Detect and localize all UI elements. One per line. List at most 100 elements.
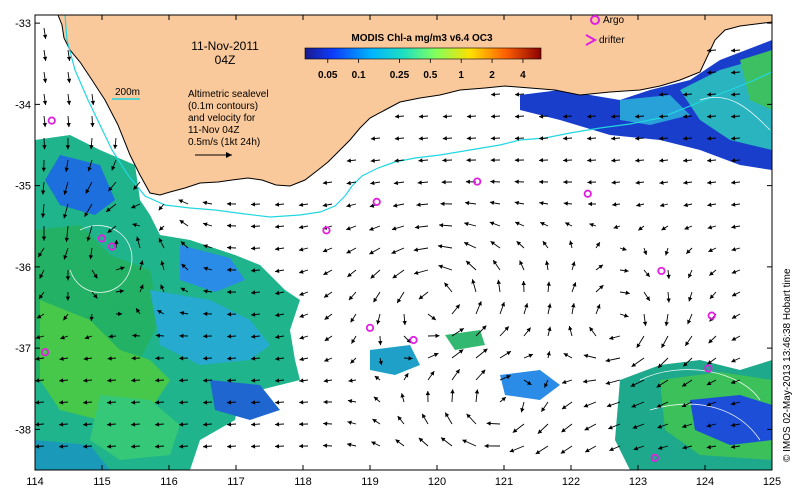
velocity-arrow-head: [493, 260, 498, 265]
date-label: 11-Nov-2011: [191, 39, 259, 53]
velocity-arrow-head: [251, 334, 256, 339]
velocity-arrow-head: [298, 202, 304, 207]
altimetry-line-5: 0.5m/s (1kt 24h): [188, 137, 260, 148]
velocity-arrow-head: [563, 201, 568, 206]
velocity-arrow-head: [450, 389, 455, 394]
velocity-arrow-head: [521, 281, 526, 286]
velocity-arrow-head: [666, 298, 671, 303]
colorbar-title: MODIS Chl-a mg/m3 v6.4 OC3: [351, 33, 493, 44]
scale-arrow-icon: [195, 152, 232, 158]
velocity-arrow-head: [418, 114, 424, 119]
velocity-arrow-head: [59, 422, 64, 427]
velocity-arrow-head: [528, 353, 533, 358]
velocity-arrow-head: [611, 180, 616, 185]
velocity-arrow-head: [439, 223, 444, 228]
velocity-arrow-head: [35, 422, 40, 427]
velocity-arrow-head: [482, 348, 488, 353]
velocity-arrow-head: [131, 422, 136, 427]
velocity-arrow-head: [64, 237, 70, 242]
velocity-arrow-head: [512, 428, 518, 433]
velocity-arrow-head: [227, 400, 232, 405]
velocity-arrow-head: [131, 204, 136, 209]
velocity-arrow-head: [568, 325, 573, 331]
velocity-arrow-head: [514, 136, 520, 141]
colorbar-tick-label: 0.05: [318, 70, 338, 81]
velocity-arrow-head: [442, 136, 447, 141]
velocity-arrow-head: [664, 321, 669, 327]
velocity-arrow-head: [730, 401, 736, 406]
colorbar-tick-label: 1: [458, 70, 464, 81]
velocity-arrow-head: [731, 358, 736, 363]
velocity-arrow-head: [378, 360, 383, 366]
velocity-arrow-head: [157, 310, 162, 315]
velocity-arrow-head: [274, 246, 280, 251]
velocity-arrow-head: [155, 444, 160, 449]
velocity-arrow-head: [683, 202, 688, 208]
velocity-arrow-head: [666, 274, 671, 279]
velocity-arrow-head: [376, 320, 381, 325]
velocity-arrow-head: [155, 422, 160, 427]
velocity-arrow-head: [88, 254, 94, 260]
velocity-arrow-head: [397, 298, 402, 304]
altimetry-line-3: and velocity for: [188, 113, 256, 124]
velocity-arrow-head: [60, 335, 65, 340]
velocity-arrow-head: [179, 220, 185, 225]
velocity-arrow-head: [203, 222, 208, 227]
velocity-arrow-head: [656, 403, 662, 408]
velocity-arrow-head: [459, 328, 464, 333]
velocity-arrow-head: [374, 376, 380, 381]
velocity-arrow-head: [392, 274, 398, 279]
velocity-arrow-head: [42, 122, 47, 128]
velocity-arrow-head: [131, 444, 136, 449]
velocity-arrow-head: [490, 241, 496, 246]
velocity-arrow-head: [120, 266, 125, 271]
velocity-arrow-head: [489, 221, 495, 226]
velocity-arrow-head: [378, 341, 383, 346]
velocity-arrow-head: [84, 335, 90, 340]
velocity-arrow-head: [155, 378, 160, 383]
velocity-arrow-head: [416, 202, 421, 207]
argo-float-marker: [372, 197, 381, 206]
velocity-arrow-head: [65, 276, 71, 281]
y-tick-label: -36: [15, 262, 31, 274]
velocity-arrow-head: [41, 167, 46, 172]
velocity-arrow-head: [539, 201, 544, 206]
velocity-arrow-head: [370, 158, 375, 163]
velocity-arrow-head: [346, 203, 351, 208]
velocity-arrow-head: [408, 356, 413, 361]
velocity-arrow-head: [371, 441, 376, 446]
velocity-arrow-head: [433, 352, 439, 357]
velocity-arrow-head: [730, 379, 736, 384]
velocity-arrow-head: [571, 303, 576, 308]
x-tick-label: 120: [428, 476, 446, 488]
velocity-arrow-head: [440, 201, 445, 207]
velocity-arrow-head: [496, 279, 502, 285]
velocity-arrow-head: [402, 320, 407, 326]
velocity-arrow-head: [227, 267, 232, 273]
velocity-arrow-head: [346, 158, 352, 163]
velocity-arrow-head: [108, 186, 113, 192]
velocity-arrow-head: [659, 158, 664, 163]
velocity-arrow-head: [66, 122, 71, 128]
velocity-arrow-head: [587, 180, 592, 185]
velocity-arrow-head: [250, 202, 256, 207]
velocity-arrow-head: [683, 136, 688, 141]
velocity-arrow-head: [394, 114, 400, 119]
velocity-arrow-head: [322, 180, 328, 185]
velocity-arrow-head: [606, 403, 612, 408]
velocity-arrow-head: [275, 378, 280, 383]
velocity-arrow-head: [588, 201, 593, 207]
velocity-arrow-head: [506, 351, 511, 356]
velocity-arrow-head: [635, 180, 640, 185]
time-label: 04Z: [215, 53, 236, 67]
velocity-arrow-head: [635, 136, 640, 141]
velocity-arrow-head: [40, 213, 46, 218]
velocity-arrow-head: [708, 338, 713, 344]
velocity-arrow-head: [622, 246, 627, 251]
velocity-arrow-head: [731, 314, 737, 319]
x-tick-label: 115: [93, 476, 111, 488]
velocity-arrow-head: [251, 356, 256, 361]
argo-float-marker: [583, 189, 592, 198]
velocity-arrow-head: [547, 303, 552, 308]
